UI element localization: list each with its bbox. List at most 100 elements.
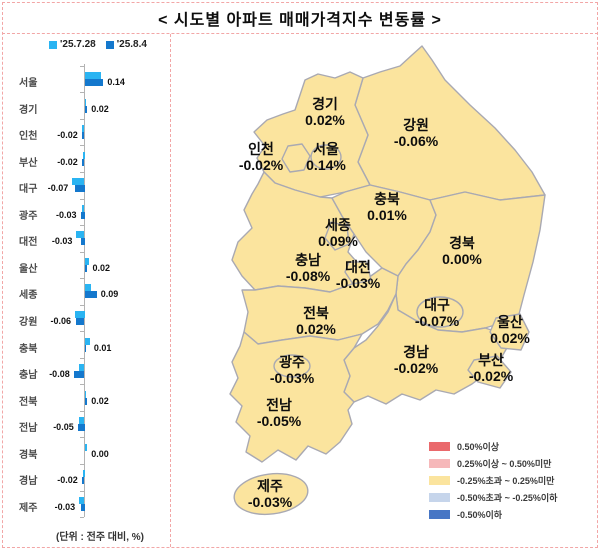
map-region-label: 전북 0.02% — [296, 305, 336, 337]
map-region-value: 0.09% — [318, 233, 358, 249]
map-legend-label: 0.25%이상 ~ 0.50%미만 — [457, 459, 552, 469]
map-region-label: 광주 -0.03% — [270, 354, 314, 386]
map-region-name: 부산 — [478, 352, 504, 368]
bar-category-label: 제주 — [19, 502, 38, 514]
map-legend-row: 0.25%이상 ~ 0.50%미만 — [429, 457, 557, 470]
map-region-label: 경기 0.02% — [305, 96, 345, 128]
bar-curr-week — [81, 158, 85, 166]
province-ulsan — [489, 313, 530, 351]
bar-category-label: 세종 — [19, 290, 38, 302]
bar-category-label: 경기 — [19, 104, 38, 116]
map-region-name: 대구 — [424, 297, 450, 313]
bar-category-label: 부산 — [19, 157, 38, 169]
bar-category-label: 경북 — [19, 449, 38, 461]
province-jeju — [233, 472, 309, 516]
bar-curr-week — [81, 477, 85, 485]
unit-note: (단위 : 전주 대비, %) — [56, 532, 144, 543]
axis-tick — [80, 517, 84, 519]
map-legend-label: -0.50%초과 ~ -0.25%이하 — [457, 493, 558, 503]
province-gwangju — [273, 354, 311, 378]
bar-value-label: -0.03 — [54, 501, 76, 512]
bar-curr-week — [75, 185, 85, 193]
bar-curr-week — [77, 424, 85, 432]
bar-prev-week — [84, 98, 86, 106]
province-jeonnam — [229, 331, 363, 463]
map-region-name: 대전 — [345, 259, 371, 275]
map-region-label: 제주 -0.03% — [248, 478, 292, 510]
map-region-name: 경북 — [449, 235, 475, 251]
bar-value-label: 0.09 — [100, 289, 119, 300]
axis-tick — [80, 304, 84, 306]
bar-prev-week — [81, 125, 85, 133]
bar-curr-week — [84, 397, 88, 405]
axis-tick — [80, 490, 84, 492]
axis-tick — [80, 65, 84, 67]
map-legend-swatch — [429, 442, 450, 451]
bar-value-label: 0.00 — [91, 448, 109, 459]
bar-value-label: -0.02 — [57, 156, 78, 167]
map-region-label: 충남 -0.08% — [286, 252, 330, 284]
map-region-value: 0.02% — [296, 321, 336, 337]
bar-curr-week — [81, 132, 85, 140]
map-legend-row: -0.50%이하 — [429, 508, 557, 521]
map-region-value: -0.03% — [335, 275, 381, 291]
map-region-value: -0.02% — [393, 360, 439, 376]
bar-prev-week — [84, 257, 89, 265]
map-region-name: 경기 — [312, 96, 338, 112]
province-daejeon — [344, 261, 372, 285]
map-region-label: 세종 0.09% — [318, 217, 358, 249]
bar-curr-week — [84, 291, 97, 299]
map-region-name: 울산 — [497, 314, 523, 330]
bar-value-label: -0.06 — [50, 315, 71, 326]
bar-category-label: 대구 — [19, 184, 38, 196]
bar-value-label: -0.03 — [55, 209, 77, 220]
bar-prev-week — [84, 337, 90, 345]
bar-prev-week — [72, 178, 85, 186]
map-region-label: 대구 -0.07% — [415, 297, 459, 329]
bar-value-label: 0.14 — [107, 77, 125, 87]
axis-tick — [80, 331, 84, 333]
province-seoul — [310, 144, 342, 170]
map-region-label: 경남 -0.02% — [394, 344, 438, 376]
bar-value-label: -0.03 — [51, 236, 73, 247]
map-region-value: -0.02% — [238, 157, 284, 173]
map-region-name: 충북 — [374, 191, 400, 207]
map-region-name: 인천 — [248, 141, 274, 157]
bar-category-label: 전북 — [19, 396, 38, 408]
bar-value-label: -0.02 — [57, 130, 78, 141]
map-region-label: 울산 0.02% — [490, 314, 530, 346]
map-legend-swatch — [429, 459, 450, 468]
bar-value-label: 0.02 — [92, 262, 111, 273]
map-region-name: 전북 — [303, 305, 329, 321]
bar-prev-week — [84, 72, 101, 79]
bar-prev-week — [81, 204, 85, 212]
bar-category-label: 경남 — [19, 476, 38, 488]
bar-curr-week — [80, 238, 85, 246]
bar-category-label: 충남 — [19, 370, 38, 382]
map-region-name: 강원 — [403, 117, 429, 133]
axis-tick — [80, 357, 84, 359]
bar-category-label: 전남 — [19, 423, 38, 435]
map-region-label: 경북 0.00% — [442, 235, 482, 267]
map-region-value: -0.06% — [393, 133, 439, 149]
bar-value-label: 0.01 — [93, 342, 112, 353]
map-region-label: 충북 0.01% — [367, 191, 407, 223]
map-legend-swatch — [429, 510, 450, 519]
bar-curr-week — [84, 105, 88, 113]
axis-tick — [80, 118, 84, 120]
map-region-name: 전남 — [266, 397, 292, 413]
axis-tick — [80, 384, 84, 386]
map-legend-label: -0.50%이하 — [457, 510, 503, 520]
bar-category-label: 울산 — [19, 263, 38, 275]
bar-value-label: 0.02 — [91, 103, 109, 114]
map-region-name: 경남 — [403, 344, 429, 360]
map-region-name: 충남 — [295, 252, 321, 268]
bar-category-label: 강원 — [19, 316, 38, 328]
axis-tick — [80, 278, 84, 280]
map-region-name: 세종 — [325, 217, 351, 233]
bar-value-label: -0.02 — [57, 475, 78, 486]
bar-category-label: 서울 — [19, 78, 38, 89]
map-region-label: 전남 -0.05% — [257, 397, 301, 429]
